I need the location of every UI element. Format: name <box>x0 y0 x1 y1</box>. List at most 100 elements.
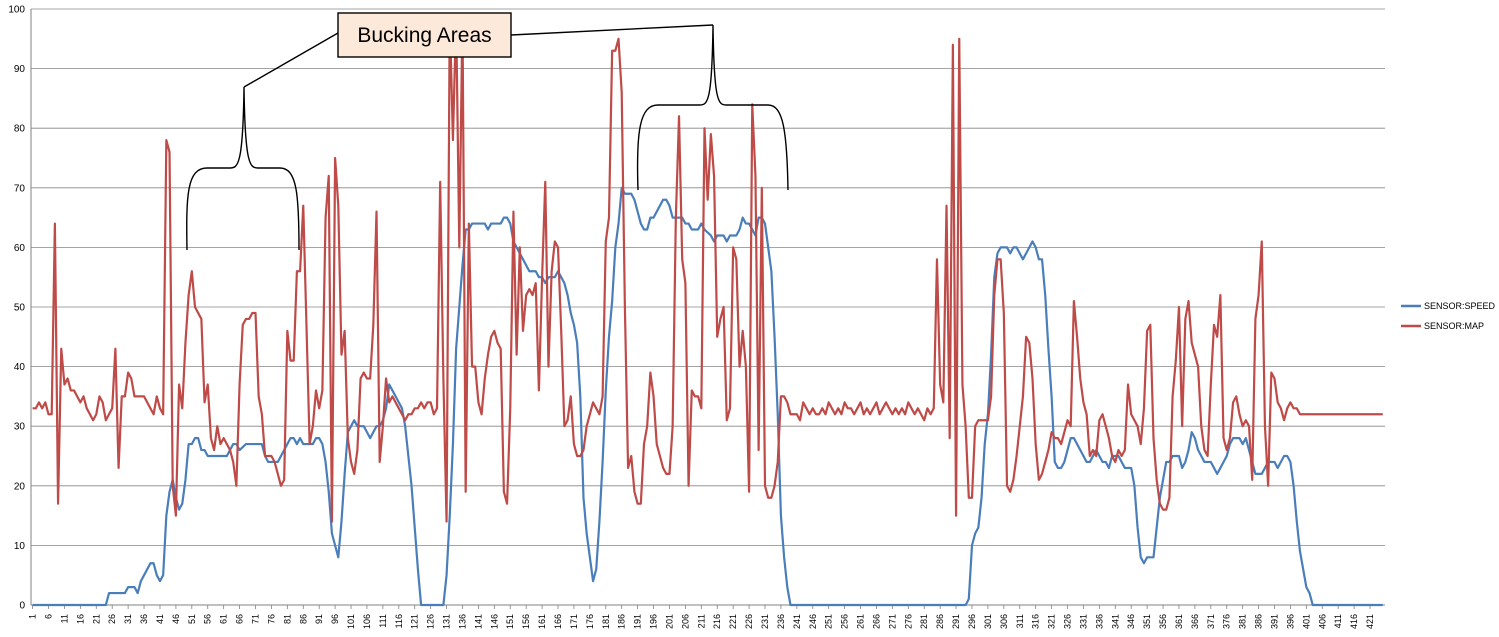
callout-box <box>337 12 512 58</box>
x-tick-label: 51 <box>187 614 197 624</box>
legend-label-map: SENSOR:MAP <box>1424 321 1484 331</box>
y-tick-label: 80 <box>14 124 26 135</box>
series-line-map <box>32 13 1383 523</box>
x-tick-label: 361 <box>1174 614 1184 629</box>
callout-line-left <box>243 32 339 88</box>
legend: SENSOR:SPEED SENSOR:MAP <box>1401 301 1496 331</box>
gridlines <box>31 8 1385 606</box>
x-tick-label: 351 <box>1142 614 1152 629</box>
x-tick-label: 251 <box>824 614 834 629</box>
x-tick-label: 171 <box>569 614 579 629</box>
x-tick-label: 396 <box>1285 614 1295 629</box>
series-lines <box>32 13 1383 607</box>
x-tick-label: 26 <box>107 614 117 624</box>
y-tick-label: 60 <box>14 243 26 254</box>
x-tick-label: 416 <box>1349 614 1359 629</box>
x-tick-label: 196 <box>649 614 659 629</box>
x-tick-label: 151 <box>505 614 515 629</box>
x-tick-label: 106 <box>362 614 372 629</box>
x-tick-label: 216 <box>712 614 722 629</box>
x-tick-label: 266 <box>871 614 881 629</box>
x-tick-label: 311 <box>1015 614 1025 628</box>
x-tick-label: 336 <box>1094 614 1104 629</box>
x-tick-label: 306 <box>999 614 1009 629</box>
x-tick-label: 146 <box>489 614 499 629</box>
x-tick-label: 411 <box>1333 614 1343 628</box>
y-tick-label: 70 <box>14 183 26 194</box>
x-tick-label: 101 <box>346 614 356 629</box>
x-tick-label: 121 <box>410 614 420 629</box>
series-line-speed <box>32 186 1383 607</box>
x-tick-label: 301 <box>983 614 993 629</box>
x-tick-label: 331 <box>1078 614 1088 629</box>
y-tick-label: 90 <box>14 64 26 75</box>
x-tick-label: 236 <box>776 614 786 629</box>
bucking-areas-annotation: Bucking Areas <box>186 12 789 251</box>
x-tick-label: 1 <box>28 614 38 619</box>
x-tick-label: 76 <box>266 614 276 624</box>
x-tick-label: 321 <box>1047 614 1057 629</box>
x-tick-label: 41 <box>155 614 165 624</box>
y-tick-label: 20 <box>14 481 26 492</box>
y-tick-label: 30 <box>14 422 26 433</box>
x-tick-label: 131 <box>442 614 452 629</box>
x-tick-label: 141 <box>473 614 483 629</box>
x-tick-label: 376 <box>1222 614 1232 629</box>
y-tick-label: 0 <box>19 601 25 612</box>
x-tick-label: 181 <box>601 614 611 629</box>
x-tick-label: 81 <box>282 614 292 624</box>
x-tick-label: 341 <box>1110 614 1120 629</box>
x-tick-label: 86 <box>298 614 308 624</box>
x-tick-label: 256 <box>840 614 850 629</box>
x-tick-label: 6 <box>44 614 54 619</box>
x-tick-label: 241 <box>792 614 802 629</box>
x-tick-label: 46 <box>171 614 181 624</box>
x-tick-label: 16 <box>75 614 85 624</box>
x-tick-label: 211 <box>696 614 706 628</box>
x-tick-label: 116 <box>394 614 404 628</box>
y-tick-label: 100 <box>8 5 25 16</box>
x-tick-label: 111 <box>378 614 388 628</box>
x-tick-label: 231 <box>760 614 770 629</box>
x-tick-label: 161 <box>537 614 547 629</box>
x-tick-label: 71 <box>250 614 260 624</box>
x-axis-tick-labels: 1 6 11 16 21 26 31 36 41 46 51 56 61 66 71 76 81 86 91 96 10… <box>28 614 1375 629</box>
x-tick-label: 21 <box>91 614 101 624</box>
x-tick-label: 286 <box>935 614 945 629</box>
x-tick-label: 136 <box>457 614 467 629</box>
x-tick-label: 326 <box>1063 614 1073 629</box>
x-tick-label: 356 <box>1158 614 1168 629</box>
callout-line-right <box>510 24 714 36</box>
x-tick-label: 296 <box>967 614 977 629</box>
x-tick-label: 186 <box>617 614 627 629</box>
x-tick-label: 221 <box>728 614 738 629</box>
y-tick-label: 50 <box>14 303 26 314</box>
x-tick-label: 206 <box>680 614 690 629</box>
x-tick-label: 371 <box>1206 614 1216 629</box>
y-tick-label: 40 <box>14 362 26 373</box>
callout-label: Bucking Areas <box>357 24 491 47</box>
x-tick-label: 391 <box>1270 614 1280 629</box>
x-tick-label: 91 <box>314 614 324 624</box>
y-tick-label: 10 <box>14 541 26 552</box>
x-tick-label: 191 <box>633 614 643 629</box>
x-tick-label: 291 <box>951 614 961 629</box>
x-tick-label: 386 <box>1254 614 1264 629</box>
legend-label-speed: SENSOR:SPEED <box>1424 301 1496 311</box>
x-tick-label: 156 <box>521 614 531 629</box>
x-tick-label: 316 <box>1031 614 1041 629</box>
x-tick-label: 281 <box>919 614 929 629</box>
x-tick-label: 31 <box>123 614 133 624</box>
x-tick-label: 276 <box>903 614 913 629</box>
x-tick-label: 406 <box>1317 614 1327 629</box>
x-tick-label: 261 <box>856 614 866 629</box>
x-tick-label: 366 <box>1190 614 1200 629</box>
x-tick-label: 271 <box>887 614 897 629</box>
x-tick-label: 421 <box>1365 614 1375 629</box>
x-tick-label: 166 <box>553 614 563 629</box>
x-tick-label: 246 <box>808 614 818 629</box>
x-tick-label: 56 <box>203 614 213 624</box>
x-tick-label: 126 <box>426 614 436 629</box>
x-tick-label: 176 <box>585 614 595 629</box>
